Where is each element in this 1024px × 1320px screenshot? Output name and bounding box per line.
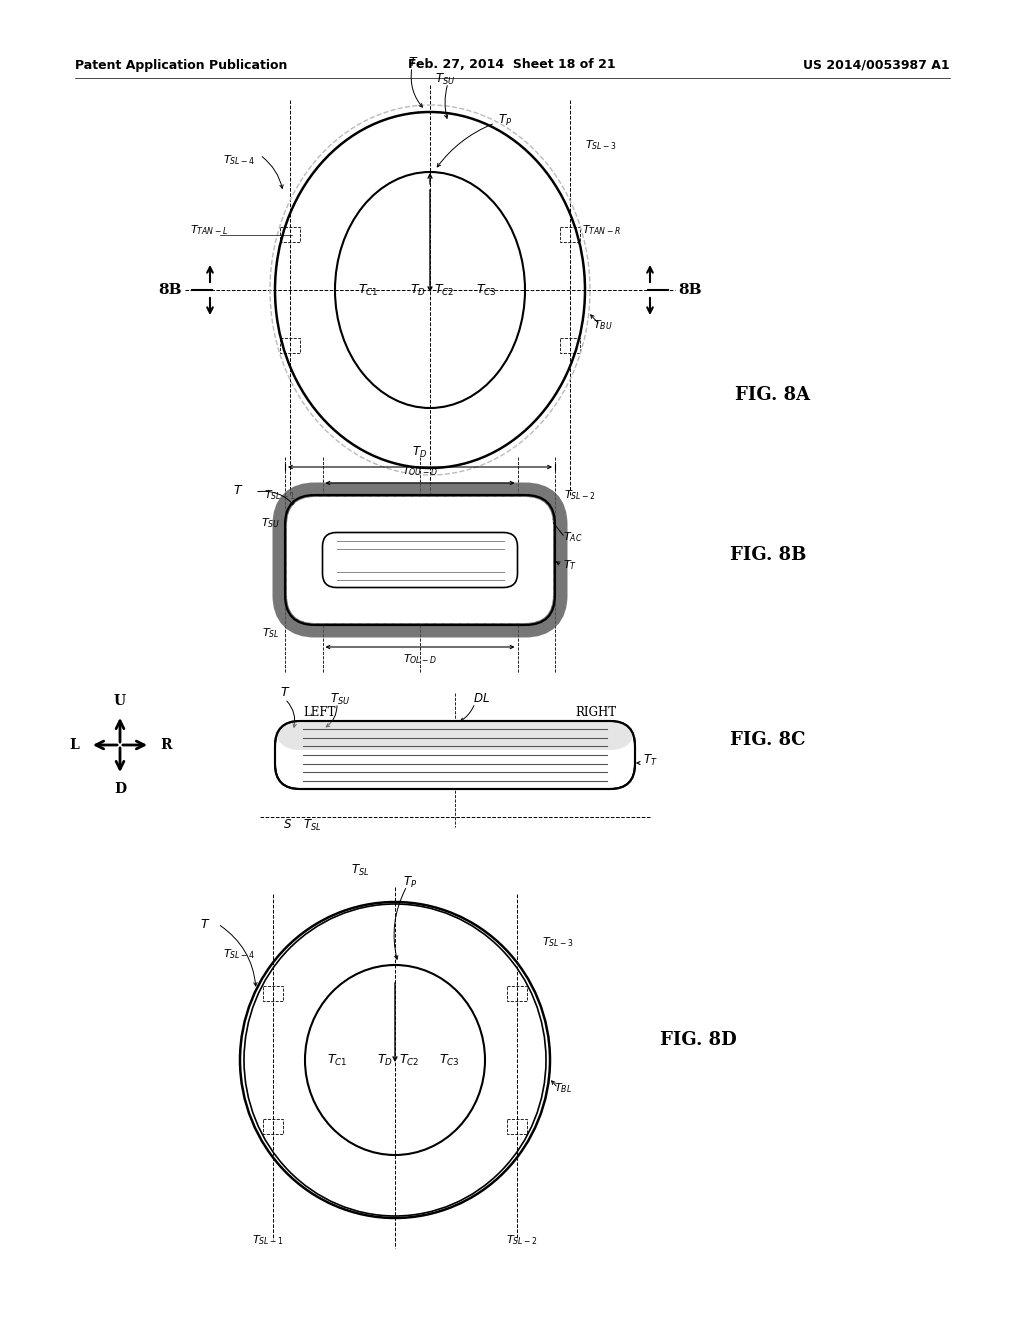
Text: L: L bbox=[70, 738, 79, 752]
Text: $T_{TAN-L}$: $T_{TAN-L}$ bbox=[190, 223, 228, 236]
Text: $T_{SL-1}$: $T_{SL-1}$ bbox=[264, 488, 296, 502]
Text: $T_P$: $T_P$ bbox=[402, 516, 416, 529]
Bar bbox=[263, 1118, 283, 1134]
Text: $T_{OU-D}$: $T_{OU-D}$ bbox=[402, 465, 438, 478]
Bar bbox=[280, 227, 300, 243]
Text: $T_{SL-4}$: $T_{SL-4}$ bbox=[223, 948, 255, 961]
Text: $T_{OL-D}$: $T_{OL-D}$ bbox=[402, 652, 437, 665]
Text: $T_T$: $T_T$ bbox=[563, 558, 578, 572]
Text: $T_{P-D}$: $T_{P-D}$ bbox=[406, 569, 434, 583]
Text: $T_{C1}$: $T_{C1}$ bbox=[327, 1052, 347, 1068]
FancyBboxPatch shape bbox=[275, 721, 635, 789]
Text: $T_{SU}$: $T_{SU}$ bbox=[261, 516, 280, 529]
Text: FIG. 8C: FIG. 8C bbox=[730, 731, 806, 748]
Text: $DL$: $DL$ bbox=[473, 693, 489, 705]
Text: U: U bbox=[114, 694, 126, 708]
Text: FIG. 8A: FIG. 8A bbox=[735, 385, 810, 404]
Text: Feb. 27, 2014  Sheet 18 of 21: Feb. 27, 2014 Sheet 18 of 21 bbox=[409, 58, 615, 71]
Text: $T_{SU}$: $T_{SU}$ bbox=[330, 692, 350, 706]
Text: $T_{SL-3}$: $T_{SL-3}$ bbox=[585, 139, 616, 152]
Bar bbox=[560, 338, 580, 352]
Text: $T_{SL-4}$: $T_{SL-4}$ bbox=[223, 153, 255, 166]
Text: $T_{SU}$: $T_{SU}$ bbox=[435, 71, 456, 87]
Text: $T_{SL-2}$: $T_{SL-2}$ bbox=[564, 488, 596, 502]
FancyBboxPatch shape bbox=[285, 495, 555, 624]
Text: $T_{C3}$: $T_{C3}$ bbox=[438, 1052, 460, 1068]
Text: 8B: 8B bbox=[158, 282, 182, 297]
Text: $T_{OU}$: $T_{OU}$ bbox=[294, 517, 314, 532]
FancyBboxPatch shape bbox=[275, 721, 635, 750]
Text: R: R bbox=[160, 738, 172, 752]
Text: FIG. 8B: FIG. 8B bbox=[730, 546, 806, 564]
Text: $T_D$: $T_D$ bbox=[377, 1052, 393, 1068]
Text: $T_{BL}$: $T_{BL}$ bbox=[554, 1081, 572, 1094]
Text: 8B: 8B bbox=[678, 282, 701, 297]
Text: Patent Application Publication: Patent Application Publication bbox=[75, 58, 288, 71]
Text: $T_{TAN-R}$: $T_{TAN-R}$ bbox=[582, 223, 621, 236]
Text: $T_{C2}$: $T_{C2}$ bbox=[398, 1052, 419, 1068]
Text: $T$: $T$ bbox=[408, 57, 419, 70]
Text: $T_{C3}$: $T_{C3}$ bbox=[476, 282, 497, 297]
Text: $T_{BL}$: $T_{BL}$ bbox=[425, 589, 443, 602]
Bar bbox=[507, 1118, 527, 1134]
FancyBboxPatch shape bbox=[287, 498, 553, 623]
Text: $T$: $T$ bbox=[280, 686, 291, 700]
Bar bbox=[263, 986, 283, 1002]
Text: $T_{OL}$: $T_{OL}$ bbox=[299, 589, 317, 602]
Bar bbox=[280, 338, 300, 352]
Text: $S$: $S$ bbox=[283, 818, 292, 832]
Text: LEFT: LEFT bbox=[303, 706, 336, 719]
Text: $T_{BU}$: $T_{BU}$ bbox=[432, 520, 452, 535]
Text: FIG. 8D: FIG. 8D bbox=[660, 1031, 736, 1049]
Text: $T$: $T$ bbox=[232, 483, 243, 496]
Text: RIGHT: RIGHT bbox=[575, 706, 616, 719]
Text: $T$: $T$ bbox=[200, 917, 210, 931]
Text: $T_{SL-3}$: $T_{SL-3}$ bbox=[542, 935, 573, 949]
Bar bbox=[560, 227, 580, 243]
Text: $T_T$: $T_T$ bbox=[643, 752, 657, 767]
Text: $T_P$: $T_P$ bbox=[498, 112, 512, 128]
Text: US 2014/0053987 A1: US 2014/0053987 A1 bbox=[804, 58, 950, 71]
Text: $T_{SL}$: $T_{SL}$ bbox=[303, 817, 322, 833]
Text: $T_{SL}$: $T_{SL}$ bbox=[262, 626, 280, 640]
Text: $T_D$: $T_D$ bbox=[410, 282, 426, 297]
Text: $T_{C1}$: $T_{C1}$ bbox=[357, 282, 378, 297]
Text: $T_{BU}$: $T_{BU}$ bbox=[593, 318, 612, 331]
Text: $T_{SL-2}$: $T_{SL-2}$ bbox=[506, 1233, 538, 1247]
Text: $T_{SL-1}$: $T_{SL-1}$ bbox=[252, 1233, 284, 1247]
Text: $T_P$: $T_P$ bbox=[403, 874, 417, 890]
FancyBboxPatch shape bbox=[323, 532, 517, 587]
Text: $T_{AC}$: $T_{AC}$ bbox=[563, 531, 583, 544]
Text: $T_{C2}$: $T_{C2}$ bbox=[434, 282, 455, 297]
Text: $T_D$: $T_D$ bbox=[413, 445, 428, 459]
Text: $T_{SL}$: $T_{SL}$ bbox=[351, 862, 370, 878]
Text: D: D bbox=[114, 781, 126, 796]
Bar bbox=[507, 986, 527, 1002]
